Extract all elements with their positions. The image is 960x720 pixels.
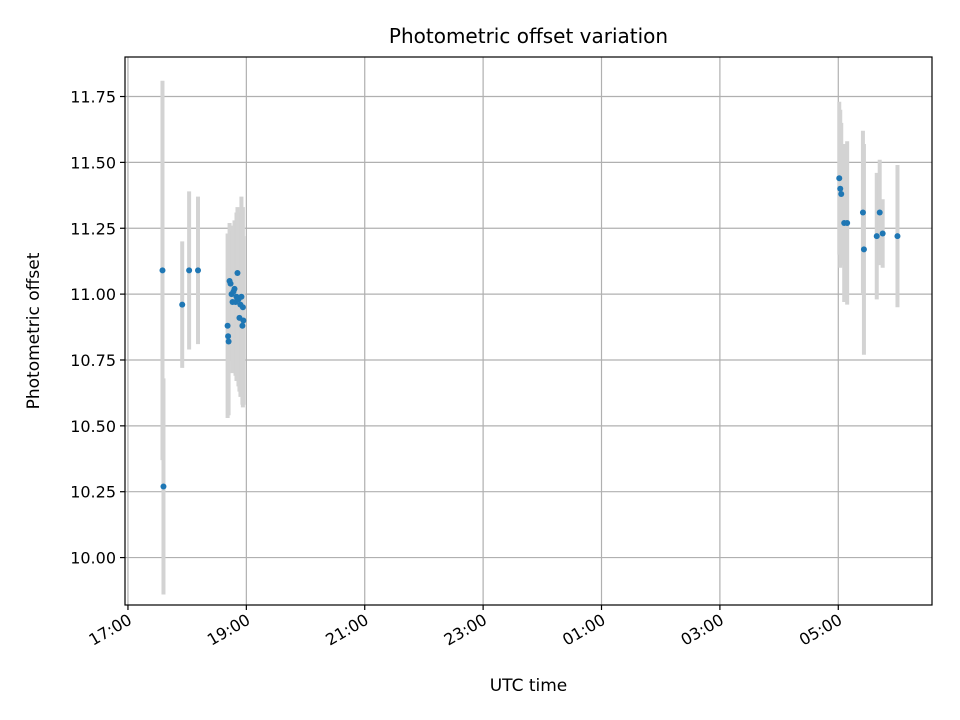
chart-title: Photometric offset variation	[389, 24, 668, 48]
data-point	[225, 338, 232, 345]
y-tick-label: 10.25	[70, 483, 116, 502]
grid	[125, 57, 932, 605]
y-tick-label: 11.25	[70, 219, 116, 238]
y-tick-label: 10.50	[70, 417, 116, 436]
data-point	[837, 185, 844, 192]
plot-frame	[124, 56, 933, 606]
y-tick-label: 11.50	[70, 153, 116, 172]
y-tick-label: 11.00	[70, 285, 116, 304]
data-point	[195, 267, 202, 274]
data-point	[240, 317, 247, 324]
data-point	[234, 270, 241, 277]
data-point	[894, 233, 901, 240]
data-point	[239, 322, 246, 329]
data-point	[186, 267, 193, 274]
y-tick-label: 10.75	[70, 351, 116, 370]
y-tick-label: 10.00	[70, 549, 116, 568]
data-point	[160, 483, 167, 490]
data-point	[239, 304, 246, 311]
data-point	[224, 322, 231, 329]
y-axis-label: Photometric offset	[24, 252, 44, 409]
data-point	[844, 219, 851, 226]
data-point	[879, 230, 886, 237]
data-point	[860, 246, 867, 253]
data-point	[838, 191, 845, 197]
data-point	[179, 301, 186, 308]
data-points	[159, 175, 901, 490]
x-axis-label: UTC time	[490, 676, 568, 696]
data-point	[227, 280, 234, 287]
data-point	[859, 209, 866, 216]
data-point	[873, 233, 880, 240]
data-point	[238, 293, 245, 300]
data-point	[159, 267, 166, 274]
data-point	[231, 285, 238, 292]
data-point	[836, 175, 843, 182]
y-axis: 10.00 10.25 10.50 10.75 11.00 11.25 11.50 11.75	[70, 88, 125, 568]
data-point	[225, 333, 232, 340]
data-point	[876, 209, 883, 216]
y-tick-label: 11.75	[70, 88, 116, 107]
